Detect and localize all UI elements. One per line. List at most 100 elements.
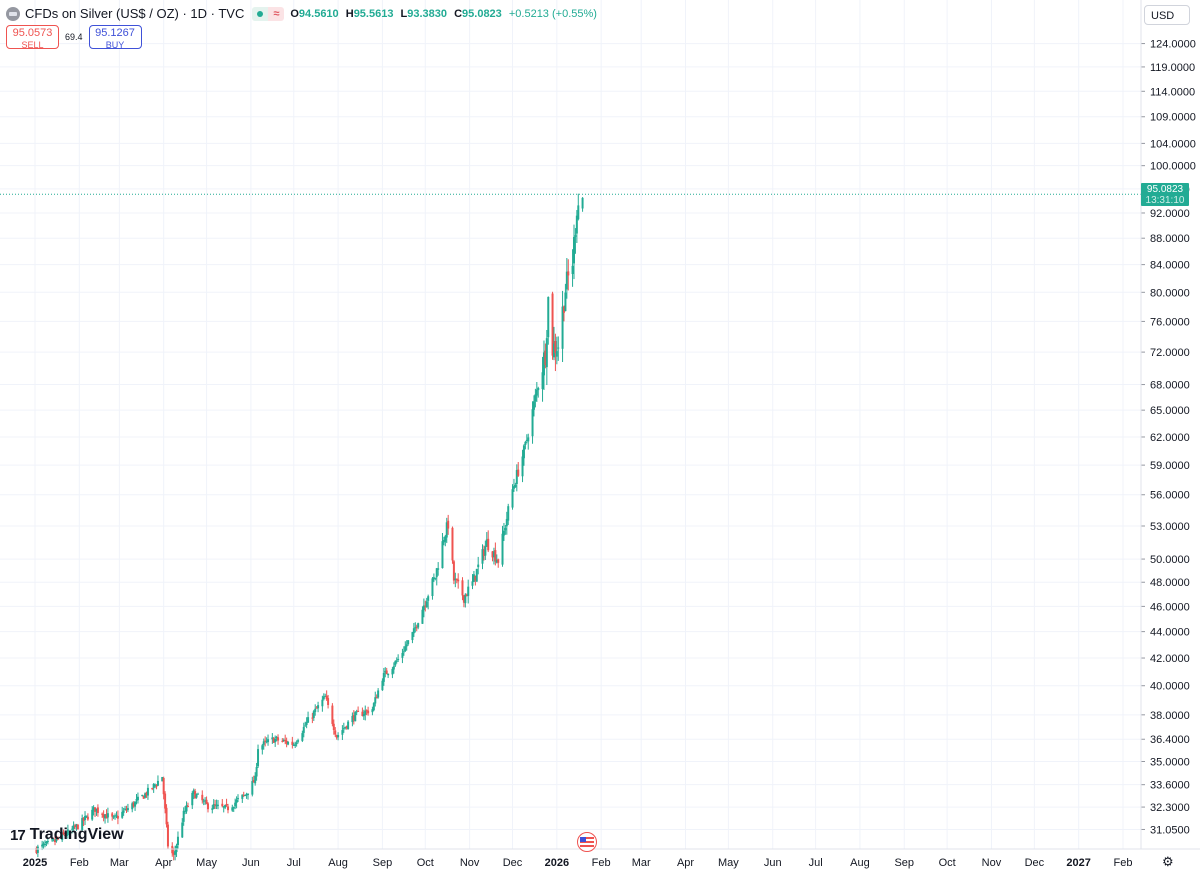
y-tick-label: 76.0000 — [1150, 316, 1190, 328]
candle — [534, 388, 537, 408]
candle-body — [405, 644, 408, 647]
candle-body — [245, 793, 248, 796]
candle — [361, 707, 364, 717]
candle — [82, 817, 85, 827]
delayed-data-icon[interactable]: ≈ — [268, 6, 285, 21]
candle — [554, 333, 557, 372]
candle-body — [297, 740, 300, 742]
candle — [467, 579, 470, 604]
candle-body — [322, 696, 325, 700]
symbol-title[interactable]: CFDs on Silver (US$ / OZ) · 1D · TVC — [25, 6, 245, 21]
candle — [514, 482, 517, 488]
market-status[interactable]: ≈ — [252, 6, 285, 21]
candle — [255, 762, 258, 781]
candle — [562, 305, 565, 322]
candle-body — [212, 804, 215, 809]
y-tick-label: 53.0000 — [1150, 521, 1190, 533]
x-tick-label: May — [718, 857, 739, 869]
candle-body — [514, 484, 517, 488]
candle — [342, 722, 345, 733]
candle — [537, 386, 540, 398]
x-tick-label: Jul — [287, 857, 301, 869]
candle-body — [134, 801, 137, 807]
gear-icon[interactable]: ⚙ — [1162, 854, 1174, 869]
us-flag-icon[interactable] — [577, 832, 597, 852]
candle — [121, 806, 124, 819]
candle — [241, 794, 244, 803]
x-tick-label: Feb — [1114, 857, 1133, 869]
candle — [444, 534, 447, 547]
price-axis: 124.0000 119.0000 114.0000 109.0000 104.0000… — [1140, 0, 1196, 849]
candle-body — [361, 711, 364, 716]
candle-body — [312, 711, 315, 718]
candle-body — [372, 703, 375, 711]
candle — [447, 514, 450, 535]
candle-body — [567, 271, 570, 276]
candle — [464, 593, 467, 608]
candle — [341, 725, 344, 741]
candle-body — [521, 456, 524, 477]
candle — [577, 193, 580, 221]
candle-body — [94, 807, 97, 812]
candle — [271, 733, 274, 744]
y-tick-label: 88.0000 — [1150, 233, 1190, 245]
candle — [531, 401, 534, 444]
tradingview-wordmark: TradingView — [29, 826, 124, 843]
sell-price: 95.0573 — [12, 27, 53, 39]
candle-body — [35, 847, 38, 853]
candle-body — [202, 800, 205, 802]
candle — [172, 847, 175, 861]
candle — [354, 711, 357, 722]
candle-body — [307, 717, 310, 723]
candle-body — [211, 808, 214, 810]
candle-body — [537, 387, 540, 391]
candle-body — [561, 306, 564, 349]
candle-body — [121, 811, 124, 818]
candle — [357, 706, 360, 713]
candle — [364, 705, 367, 721]
candle-body — [36, 846, 39, 853]
candle-body — [192, 790, 195, 794]
candle — [281, 738, 284, 743]
candle-body — [495, 559, 498, 563]
candle — [471, 574, 474, 590]
candle-body — [565, 271, 568, 290]
candle — [502, 522, 505, 541]
candle — [332, 719, 335, 735]
market-open-icon[interactable] — [252, 6, 269, 21]
candle-body — [65, 835, 68, 837]
candle-body — [131, 803, 134, 810]
candle — [144, 792, 147, 799]
y-tick-label: 32.3000 — [1150, 802, 1190, 814]
candle — [214, 799, 217, 809]
candle-body — [441, 541, 444, 569]
candle-body — [397, 658, 400, 660]
currency-select[interactable]: USD — [1144, 5, 1190, 25]
sell-button[interactable]: 95.0573 SELL — [6, 25, 59, 50]
candle — [421, 606, 424, 624]
chart-grid — [0, 0, 1141, 849]
candle-body — [432, 577, 435, 580]
tradingview-logo[interactable]: 17 TradingView — [10, 826, 124, 844]
buy-button[interactable]: 95.1267 BUY — [88, 25, 142, 50]
low-label: L — [400, 7, 408, 20]
candle — [284, 734, 287, 745]
x-tick-label: 2026 — [545, 857, 569, 869]
candle-body — [544, 350, 547, 366]
candle-body — [252, 780, 255, 783]
candle-body — [54, 839, 57, 843]
candle — [184, 806, 187, 815]
silver-icon[interactable] — [6, 6, 20, 21]
y-tick-label: 44.0000 — [1150, 627, 1190, 639]
candle — [494, 542, 497, 566]
candle-body — [215, 804, 218, 807]
candle-body — [352, 715, 355, 721]
candle — [242, 791, 245, 797]
candle — [547, 296, 550, 345]
candle-body — [144, 793, 147, 798]
candle — [145, 791, 148, 798]
x-tick-label: Apr — [155, 857, 172, 869]
candle-body — [477, 564, 480, 568]
x-tick-label: Feb — [592, 857, 611, 869]
